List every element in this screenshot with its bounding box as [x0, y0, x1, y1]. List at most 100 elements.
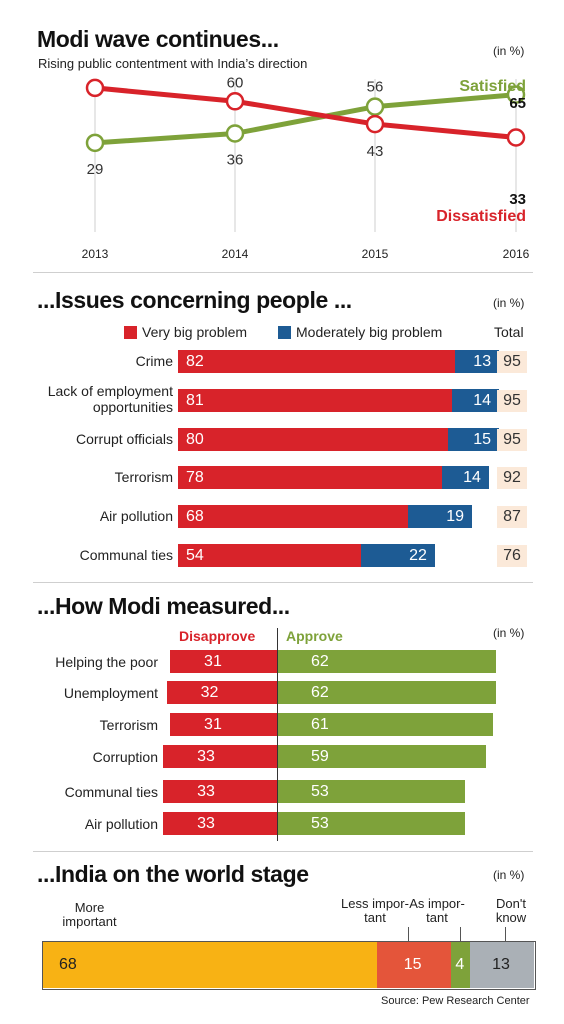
bar-approve: 62	[278, 681, 497, 704]
total-value: 95	[497, 429, 527, 451]
bar-moderately-big-problem: 15	[448, 428, 500, 451]
modi-chart-unit: (in %)	[493, 626, 525, 640]
source-note: Source: Pew Research Center	[381, 995, 530, 1007]
data-label-end: 65	[509, 95, 526, 112]
series-name-satisfied: Satisfied	[459, 78, 526, 95]
category-label: Corruption	[92, 749, 158, 765]
total-value: 95	[497, 351, 527, 373]
bar-value: 59	[311, 748, 329, 765]
bar-very-big-problem: 82	[178, 350, 456, 373]
bar-very-big-problem: 81	[178, 389, 452, 412]
bar-disapprove: 33	[163, 745, 277, 768]
total-value: 87	[497, 506, 527, 528]
world-chart-unit: (in %)	[493, 868, 525, 882]
bar-moderately-big-problem: 13	[455, 350, 500, 373]
bar-very-big-problem: 68	[178, 505, 408, 528]
bar-value: 15	[473, 431, 492, 448]
data-point-dissatisfied	[85, 78, 105, 98]
bar-value: 54	[186, 547, 204, 564]
segment-don-t-know: 13	[470, 942, 534, 988]
category-label: Unemployment	[63, 685, 158, 701]
category-label: Crime	[135, 353, 173, 369]
total-value: 76	[497, 545, 527, 567]
line-chart-title: Modi wave continues...	[37, 26, 279, 52]
category-label: Terrorism	[114, 469, 173, 485]
bar-value: 22	[409, 547, 427, 564]
segment-value: 13	[492, 956, 510, 973]
data-point-dissatisfied	[365, 114, 385, 134]
data-point-satisfied	[85, 133, 105, 153]
segment-label: Don't know	[495, 896, 527, 925]
x-tick-label: 2014	[222, 247, 249, 261]
segment-label: As impor-tant	[409, 896, 465, 925]
segment-label: Less impor-tant	[341, 896, 409, 925]
data-label: 36	[227, 151, 244, 168]
bar-value: 31	[204, 716, 222, 733]
data-point-satisfied	[506, 85, 526, 104]
stacked-bar-frame	[42, 941, 536, 990]
data-label: 70	[87, 75, 104, 78]
leader-line	[407, 927, 409, 942]
data-point-dissatisfied	[225, 92, 245, 111]
bar-value: 81	[186, 392, 204, 409]
bar-very-big-problem: 78	[178, 466, 442, 489]
legend-label-approve: Approve	[286, 628, 343, 644]
bar-value: 31	[204, 653, 222, 670]
segment-more-important: 68	[43, 942, 377, 988]
bar-moderately-big-problem: 19	[407, 505, 473, 528]
category-label: Lack of employment opportunities	[47, 383, 173, 415]
segment-value: 4	[455, 956, 465, 973]
data-point-dissatisfied	[506, 128, 526, 147]
legend-label-moderately-big: Moderately big problem	[296, 324, 443, 340]
bar-approve: 53	[278, 812, 465, 835]
category-label: Corrupt officials	[75, 431, 173, 447]
total-value: 92	[497, 467, 527, 489]
bar-value: 82	[186, 353, 204, 370]
legend-label-disapprove: Disapprove	[179, 628, 256, 644]
series-line-satisfied	[94, 92, 517, 146]
bar-value: 13	[473, 353, 492, 370]
modi-chart-title: ...How Modi measured...	[37, 593, 290, 619]
data-label: 60	[227, 75, 244, 91]
segment-as-important: 4	[450, 942, 471, 988]
bar-value: 33	[197, 815, 215, 832]
segment-value: 68	[59, 956, 77, 973]
leader-line	[505, 927, 507, 942]
bar-value: 53	[311, 815, 329, 832]
bar-disapprove: 31	[170, 713, 277, 736]
bar-disapprove: 32	[166, 681, 277, 704]
category-label: Air pollution	[84, 816, 158, 832]
bar-value: 33	[197, 783, 215, 800]
x-tick-label: 2015	[362, 247, 389, 261]
bar-approve: 62	[278, 650, 497, 673]
bar-value: 62	[311, 684, 329, 701]
bar-value: 32	[200, 684, 219, 701]
line-chart-unit: (in %)	[493, 44, 525, 58]
total-value: 95	[497, 390, 527, 412]
divider	[33, 851, 533, 852]
world-chart-title: ...India on the world stage	[37, 861, 309, 887]
leader-line	[460, 927, 462, 942]
x-tick-label: 2016	[503, 247, 530, 261]
bar-very-big-problem: 80	[178, 428, 449, 451]
bar-very-big-problem: 54	[178, 544, 361, 567]
series-line-dissatisfied	[94, 85, 517, 140]
category-label: Communal ties	[79, 547, 173, 563]
bar-approve: 53	[278, 780, 465, 803]
data-point-satisfied	[225, 124, 245, 143]
category-label: Air pollution	[99, 508, 173, 524]
divider	[33, 582, 533, 583]
bar-moderately-big-problem: 14	[441, 466, 489, 489]
bar-approve: 61	[278, 713, 493, 736]
bar-disapprove: 31	[170, 650, 277, 673]
bar-value: 53	[311, 783, 329, 800]
bar-value: 62	[311, 653, 329, 670]
issues-chart-unit: (in %)	[493, 296, 525, 310]
bar-value: 14	[463, 469, 481, 486]
category-label: Terrorism	[99, 717, 158, 733]
category-label: Helping the poor	[55, 654, 158, 670]
segment-less-important: 15	[376, 942, 451, 988]
divider	[33, 272, 533, 273]
data-point-satisfied	[365, 97, 385, 116]
